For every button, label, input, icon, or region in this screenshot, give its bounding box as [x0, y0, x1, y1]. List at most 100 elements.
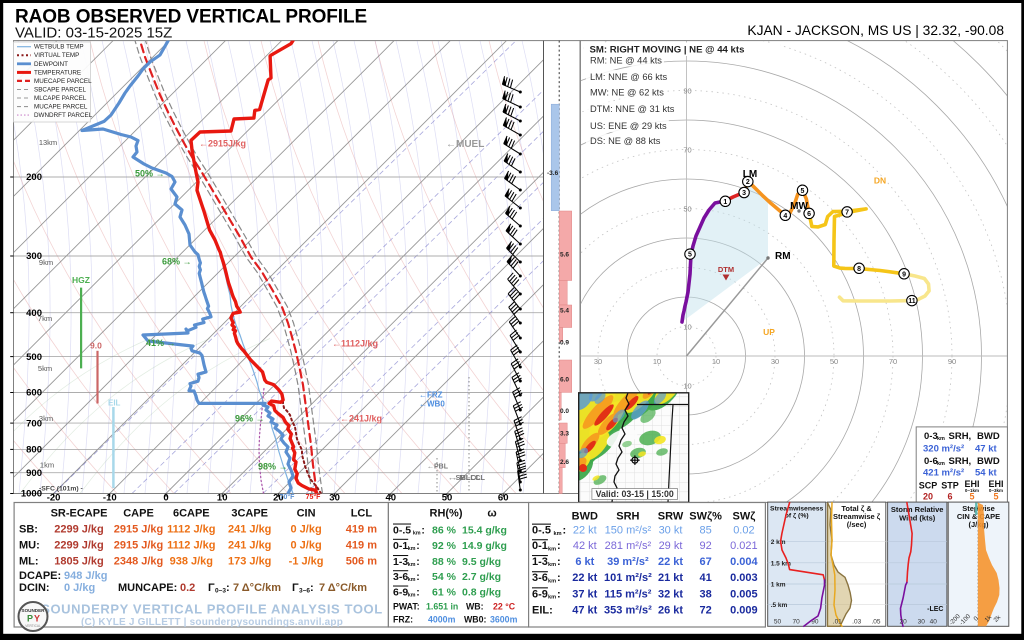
svg-text:14.9 g/kg: 14.9 g/kg: [462, 540, 507, 552]
svg-text:1: 1: [723, 199, 727, 206]
svg-text:92: 92: [699, 540, 711, 552]
svg-text:←2915J/kg: ←2915J/kg: [199, 139, 246, 149]
svg-text:948 J/kg: 948 J/kg: [64, 570, 107, 582]
svg-text:22 kt: 22 kt: [572, 572, 597, 584]
svg-text:1 km: 1 km: [771, 582, 786, 589]
svg-text:3: 3: [742, 190, 746, 197]
svg-text:←1112J/kg: ←1112J/kg: [332, 339, 378, 349]
svg-text:0.004: 0.004: [730, 556, 758, 568]
svg-text:←PBL: ←PBL: [427, 464, 449, 471]
svg-text:-1 J/kg: -1 J/kg: [289, 555, 324, 567]
svg-text:6-9: 6-9: [393, 587, 408, 599]
svg-text:50: 50: [830, 357, 838, 366]
svg-text:km: km: [408, 562, 416, 568]
svg-text:200: 200: [26, 172, 42, 183]
svg-text:2299 J/kg: 2299 J/kg: [54, 523, 104, 535]
svg-text:0-1: 0-1: [393, 540, 408, 552]
svg-text:-3.6: -3.6: [547, 170, 559, 177]
svg-text:5: 5: [801, 188, 805, 195]
svg-text:.5 km: .5 km: [771, 602, 788, 609]
svg-text:1.651 in: 1.651 in: [426, 602, 458, 612]
svg-text:Streamwise ζ: Streamwise ζ: [833, 512, 881, 521]
svg-text:MW: MW: [790, 201, 808, 212]
svg-text:EIL: EIL: [108, 399, 121, 408]
svg-text:DS: NE @ 88 kts: DS: NE @ 88 kts: [590, 136, 661, 146]
svg-text:of ζ (%): of ζ (%): [785, 513, 809, 520]
svg-text:421 m²/s²: 421 m²/s²: [923, 467, 964, 478]
svg-text:68% →: 68% →: [162, 257, 192, 267]
svg-text:419 m: 419 m: [346, 539, 377, 551]
svg-text:DCIN:: DCIN:: [19, 582, 50, 594]
svg-text:4000m: 4000m: [428, 615, 456, 625]
svg-text:241 J/kg: 241 J/kg: [228, 523, 271, 535]
svg-text:98% →: 98% →: [258, 462, 288, 472]
svg-text:-LEC: -LEC: [927, 606, 943, 613]
svg-text:3−6: 3−6: [299, 588, 310, 595]
svg-text:km: km: [937, 461, 945, 467]
svg-text:41: 41: [699, 572, 711, 584]
svg-text:KJAN - JACKSON, MS US | 32.32,: KJAN - JACKSON, MS US | 32.32, -90.08: [747, 23, 1004, 38]
svg-text:32 kt: 32 kt: [658, 588, 683, 600]
svg-text:2.6: 2.6: [560, 459, 569, 466]
svg-text:P: P: [27, 614, 33, 624]
svg-text:(C) KYLE J GILLETT | sounderpy: (C) KYLE J GILLETT | sounderpysoundings.…: [81, 617, 343, 628]
svg-text:0-.5: 0-.5: [532, 525, 551, 537]
svg-text:22 kt: 22 kt: [573, 525, 597, 537]
svg-text:CAPE: CAPE: [123, 508, 154, 520]
svg-text:54 kt: 54 kt: [975, 467, 997, 478]
svg-text:1.5 km: 1.5 km: [771, 560, 791, 567]
svg-text::: :: [416, 540, 420, 552]
svg-text::: :: [416, 556, 420, 568]
svg-text:506 m: 506 m: [346, 555, 377, 567]
svg-text:90: 90: [683, 87, 691, 96]
svg-text:BWD: BWD: [977, 431, 1000, 442]
svg-text:TEMPERATURE: TEMPERATURE: [34, 69, 81, 76]
svg-text:10: 10: [683, 323, 691, 332]
svg-text:km: km: [408, 593, 416, 599]
svg-text:0.021: 0.021: [730, 540, 758, 552]
svg-text:21 kt: 21 kt: [658, 572, 683, 584]
svg-text::: :: [557, 540, 561, 552]
svg-text:SRH: SRH: [616, 511, 639, 523]
svg-text:DCAPE:: DCAPE:: [19, 570, 61, 582]
svg-text:RM: NE @ 44 kts: RM: NE @ 44 kts: [590, 56, 662, 66]
svg-text:SRH,: SRH,: [949, 456, 972, 467]
svg-text:70: 70: [889, 357, 897, 366]
svg-text:30 kt: 30 kt: [659, 525, 683, 537]
svg-text:0−1km: 0−1km: [965, 488, 979, 493]
svg-text:353 m²/s²: 353 m²/s²: [604, 605, 652, 617]
svg-text:15.4 g/kg: 15.4 g/kg: [462, 525, 507, 537]
svg-text:BWD: BWD: [977, 456, 1000, 467]
svg-text:4: 4: [783, 213, 787, 220]
svg-text:←MLLCL: ←MLLCL: [452, 473, 485, 482]
svg-text:40: 40: [930, 619, 938, 626]
svg-text:SOUNDERPY VERTICAL PROFILE ANA: SOUNDERPY VERTICAL PROFILE ANALYSIS TOOL: [41, 602, 383, 617]
svg-text:70°F: 70°F: [280, 493, 296, 501]
svg-text:UP: UP: [763, 327, 775, 337]
svg-text:419 m: 419 m: [346, 523, 377, 535]
svg-text:85: 85: [699, 525, 711, 537]
svg-text:60: 60: [498, 493, 509, 504]
svg-text:-SFC (101m) -: -SFC (101m) -: [39, 486, 83, 493]
svg-text:0 J/kg: 0 J/kg: [64, 582, 95, 594]
svg-text:0.8 g/kg: 0.8 g/kg: [462, 587, 501, 599]
svg-text:3.3: 3.3: [560, 431, 569, 438]
svg-text:US: ENE @ 29 kts: US: ENE @ 29 kts: [590, 121, 667, 131]
svg-text:938 J/kg: 938 J/kg: [170, 555, 213, 567]
svg-text:SR-ECAPE: SR-ECAPE: [51, 508, 108, 520]
svg-text:LM: NNE @ 66 kts: LM: NNE @ 66 kts: [590, 72, 667, 82]
svg-text:0: 0: [163, 493, 168, 504]
svg-text::: :: [421, 525, 425, 537]
svg-text:88 %: 88 %: [432, 556, 457, 568]
svg-text:ML:: ML:: [19, 555, 39, 567]
svg-text:50% →: 50% →: [135, 169, 165, 179]
svg-text:-20: -20: [47, 493, 61, 504]
svg-text:Total ζ &: Total ζ &: [841, 504, 872, 513]
svg-text:DTM: NNE @ 31 kts: DTM: NNE @ 31 kts: [590, 104, 675, 114]
svg-text:96% →: 96% →: [235, 414, 265, 424]
svg-text:13km: 13km: [39, 138, 57, 147]
svg-text:9km: 9km: [39, 258, 53, 267]
svg-text:PWAT:: PWAT:: [393, 602, 420, 612]
svg-text:km: km: [548, 562, 556, 568]
svg-text:30: 30: [771, 357, 779, 366]
